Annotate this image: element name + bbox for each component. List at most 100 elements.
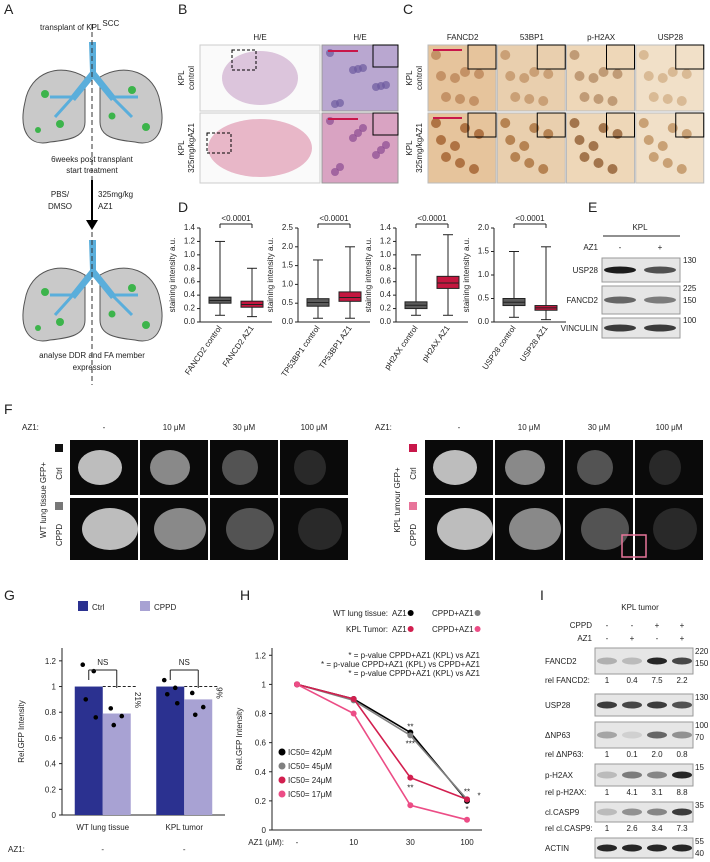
p-value: <0.0001 xyxy=(515,214,545,223)
blot xyxy=(594,763,694,787)
arrow-head xyxy=(86,220,98,230)
mw-marker: 150 xyxy=(683,296,697,305)
zoom-box xyxy=(231,49,257,71)
nucleus xyxy=(519,141,530,151)
mw-marker: 55 xyxy=(695,837,704,846)
quant-value: 2.0 xyxy=(651,750,663,759)
legend-label: CPPD+AZ1 xyxy=(432,625,474,634)
column-header: H/E xyxy=(353,33,366,42)
treatment: AZ1: xyxy=(22,423,39,432)
column-header: FANCD2 xyxy=(447,33,479,42)
tissue xyxy=(433,450,477,485)
lane: - xyxy=(656,634,659,643)
nucleus xyxy=(510,152,521,162)
panel-label: H xyxy=(240,587,250,603)
nucleus xyxy=(455,94,465,104)
nucleus xyxy=(505,71,516,81)
y-tick-label: 2.0 xyxy=(282,242,294,251)
y-tick-label: 0 xyxy=(262,826,267,835)
y-tick-label: 0.8 xyxy=(45,708,57,717)
significance: ** xyxy=(407,784,413,793)
title: transplant of KPL xyxy=(40,23,102,32)
x-tick-label: TP53BP1 control xyxy=(280,324,322,379)
x-tick-label: 30 xyxy=(406,838,415,847)
condition: AZ1 xyxy=(577,634,592,643)
band xyxy=(597,844,617,852)
band xyxy=(672,731,692,739)
band xyxy=(647,844,667,852)
difference: 21% xyxy=(133,692,142,708)
inset xyxy=(372,44,399,68)
tissue xyxy=(294,450,326,485)
x-tick-label: pH2AX control xyxy=(383,324,420,372)
mw-marker: 130 xyxy=(695,693,709,702)
tissue xyxy=(78,450,122,485)
y-tick-label: 0.5 xyxy=(478,294,490,303)
lane: + xyxy=(658,243,663,252)
quant-value: 1 xyxy=(605,788,610,797)
y-tick-label: 1.2 xyxy=(380,236,392,245)
dose: 30 μM xyxy=(588,423,611,432)
row-label: 325mg/kgAZ1 xyxy=(415,123,424,173)
x-axis-label: AZ1 (μM): xyxy=(248,838,284,847)
step: start treatment xyxy=(66,166,118,175)
tissue xyxy=(226,508,274,550)
nucleus xyxy=(574,71,585,81)
row-label: KPL xyxy=(405,140,414,156)
panel-label: A xyxy=(4,1,14,17)
nucleus xyxy=(336,99,344,107)
legend-group: WT lung tissue: xyxy=(333,609,388,618)
inset xyxy=(675,44,705,70)
nucleus xyxy=(569,118,580,128)
nucleus xyxy=(593,158,604,168)
y-tick-label: 0.4 xyxy=(255,768,267,777)
y-tick-label: 0.6 xyxy=(184,277,196,286)
row-key xyxy=(55,502,63,510)
y-tick-label: 0.6 xyxy=(380,277,392,286)
tissue xyxy=(222,51,298,105)
legend-dot xyxy=(474,626,481,632)
quant-value: 0.8 xyxy=(676,750,688,759)
blot-name: cl.CASP9 xyxy=(545,808,580,817)
series-line xyxy=(296,683,468,821)
panel-label: E xyxy=(588,199,597,215)
quant-value: 2.2 xyxy=(676,676,688,685)
data-point xyxy=(161,677,167,683)
data-point xyxy=(83,697,89,702)
gfp-image xyxy=(210,440,278,495)
x-row-value: - xyxy=(101,845,104,854)
blot xyxy=(594,693,694,717)
row-label: 325mg/kgAZ1 xyxy=(187,123,196,173)
nucleus xyxy=(579,152,590,162)
y-tick-label: 0.5 xyxy=(282,298,294,307)
nucleus xyxy=(643,135,654,145)
legend-label: Ctrl xyxy=(92,603,105,612)
nucleus xyxy=(431,50,441,60)
y-tick-label: 0.2 xyxy=(184,304,196,313)
nucleus xyxy=(436,71,446,81)
panel-label: I xyxy=(540,587,544,603)
dose: 30 μM xyxy=(233,423,256,432)
ic50-dot xyxy=(278,748,286,756)
gfp-image xyxy=(565,440,633,495)
highlight xyxy=(621,534,647,558)
tissue xyxy=(222,450,258,485)
gfp-image xyxy=(635,440,703,495)
note: * = p-value CPPD+AZ1 (KPL) vs AZ1 xyxy=(348,669,480,678)
y-tick-label: 1.2 xyxy=(255,651,267,660)
nucleus xyxy=(455,158,465,168)
quant-value: 1 xyxy=(605,824,610,833)
tissue xyxy=(208,119,312,177)
nucleus xyxy=(382,81,390,89)
superscript: SCC xyxy=(102,19,119,28)
nucleus xyxy=(382,141,390,149)
row-label: CPPD xyxy=(409,524,418,546)
difference: 9% xyxy=(214,687,223,699)
significance: ** xyxy=(407,722,413,731)
tissue xyxy=(82,508,138,550)
legend-dot xyxy=(407,626,414,632)
nucleus xyxy=(643,71,654,81)
x-tick-label: KPL tumor xyxy=(166,823,204,832)
dose: - xyxy=(103,423,106,432)
